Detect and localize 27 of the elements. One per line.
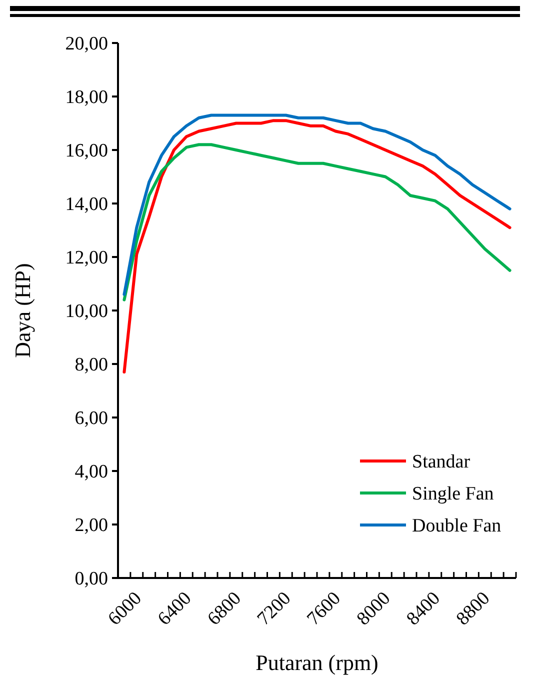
x-tick-label: 7600 (303, 588, 345, 630)
y-axis-title: Daya (HP) (10, 263, 35, 358)
y-tick-label: 12,00 (65, 248, 108, 269)
y-tick-label: 10,00 (65, 301, 108, 322)
x-axis-title: Putaran (rpm) (256, 650, 378, 675)
legend-label: Single Fan (412, 484, 494, 505)
y-tick-label: 8,00 (74, 354, 108, 376)
legend-label: Double Fan (412, 516, 502, 537)
y-tick-label: 6,00 (74, 408, 108, 430)
x-tick-label: 6800 (204, 588, 246, 630)
x-tick-label: 7200 (253, 588, 296, 630)
y-tick-label: 20,00 (65, 34, 108, 55)
x-tick-label: 6000 (104, 588, 146, 630)
y-tick-label: 16,00 (65, 140, 108, 162)
y-tick-label: 2,00 (74, 515, 108, 536)
y-tick-label: 14,00 (65, 194, 108, 216)
x-tick-label: 8000 (352, 588, 395, 630)
x-tick-label: 8800 (452, 588, 494, 630)
line-series (122, 143, 512, 302)
legend-label: Standar (412, 452, 471, 473)
y-tick-label: 4,00 (74, 462, 108, 483)
y-tick-label: 18,00 (65, 87, 108, 108)
line-series (122, 114, 512, 296)
line-series (122, 119, 512, 374)
x-tick-label: 8400 (402, 588, 444, 630)
x-tick-label: 6400 (154, 588, 196, 630)
y-tick-label: 0,00 (74, 568, 108, 590)
